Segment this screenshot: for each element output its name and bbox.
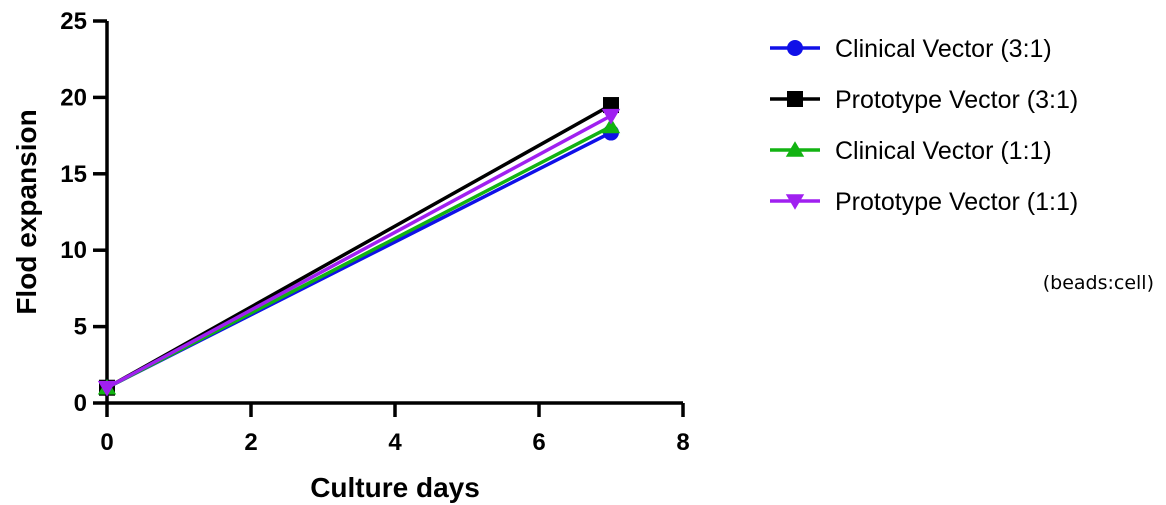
legend-item: Prototype Vector (1:1) (770, 188, 1078, 216)
legend: Clinical Vector (3:1) Prototype Vector (3… (770, 35, 1078, 216)
x-axis-ticks: 0 2 4 6 8 (100, 403, 690, 456)
legend-label: Prototype Vector (3:1) (835, 86, 1078, 114)
y-tick-label: 5 (74, 314, 87, 341)
legend-item: Prototype Vector (3:1) (770, 86, 1078, 114)
legend-label: Clinical Vector (3:1) (835, 35, 1052, 63)
y-axis-ticks: 0 5 10 15 20 25 (60, 8, 107, 417)
legend-note: (beads:cell) (1043, 272, 1154, 294)
y-tick-label: 15 (60, 161, 87, 188)
legend-item: Clinical Vector (3:1) (770, 35, 1052, 63)
series-1 (99, 124, 619, 396)
legend-marker (785, 141, 805, 157)
data-point (601, 108, 621, 125)
x-tick-label: 4 (388, 429, 402, 456)
y-tick-label: 20 (60, 84, 87, 111)
x-tick-label: 6 (532, 429, 545, 456)
y-tick-label: 25 (60, 8, 87, 35)
legend-item: Clinical Vector (1:1) (770, 137, 1052, 165)
legend-label: Prototype Vector (1:1) (835, 188, 1078, 216)
y-tick-label: 10 (60, 237, 87, 264)
series-3 (97, 117, 621, 395)
legend-label: Clinical Vector (1:1) (835, 137, 1052, 165)
x-tick-label: 0 (100, 429, 113, 456)
y-axis-title: Flod expansion (11, 109, 42, 314)
series-line (106, 114, 612, 390)
y-tick-label: 0 (74, 390, 87, 417)
x-axis-title: Culture days (310, 472, 480, 503)
x-tick-label: 8 (676, 429, 689, 456)
data-point (601, 117, 621, 134)
legend-marker (787, 40, 803, 56)
legend-marker (785, 194, 805, 210)
series-layer (97, 97, 621, 397)
axes: 0 5 10 15 20 25 0 2 4 6 8 (60, 8, 689, 456)
x-tick-label: 2 (244, 429, 257, 456)
legend-marker (787, 91, 803, 107)
data-point (97, 380, 117, 397)
series-4 (97, 108, 621, 397)
